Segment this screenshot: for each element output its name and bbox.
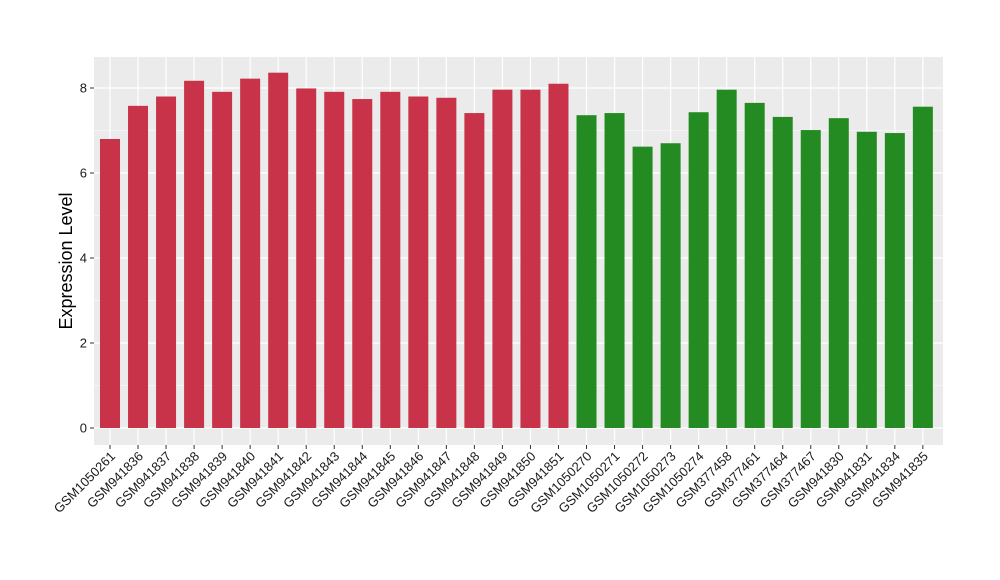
bar (884, 133, 905, 429)
bar (408, 96, 429, 428)
bar (184, 80, 205, 429)
bar (492, 89, 513, 428)
y-tick-label: 0 (80, 421, 87, 436)
y-tick-label: 6 (80, 166, 87, 181)
bar (268, 72, 289, 428)
bar (856, 131, 877, 428)
y-axis-title: Expression Level (56, 192, 76, 329)
bar (380, 91, 401, 428)
bar (464, 113, 485, 428)
bar (520, 89, 541, 428)
bar (212, 91, 233, 428)
bar (800, 130, 821, 428)
bars (100, 72, 933, 429)
bar (100, 139, 120, 428)
bar (128, 105, 149, 428)
bar (548, 83, 569, 428)
bar (716, 89, 737, 428)
bar (324, 91, 345, 428)
y-tick-label: 8 (80, 81, 87, 96)
bar (688, 112, 709, 428)
bar (772, 116, 793, 429)
bar (744, 102, 765, 428)
y-tick-label: 2 (80, 336, 87, 351)
bar (912, 106, 933, 428)
bar (828, 118, 849, 429)
bar (576, 115, 597, 428)
bar (352, 99, 373, 429)
y-tick-label: 4 (80, 251, 87, 266)
bar (436, 97, 457, 429)
bar (156, 96, 177, 428)
bar (660, 143, 681, 428)
bar (632, 146, 653, 428)
bar (240, 78, 261, 429)
bar (604, 113, 625, 428)
bar (296, 88, 317, 429)
